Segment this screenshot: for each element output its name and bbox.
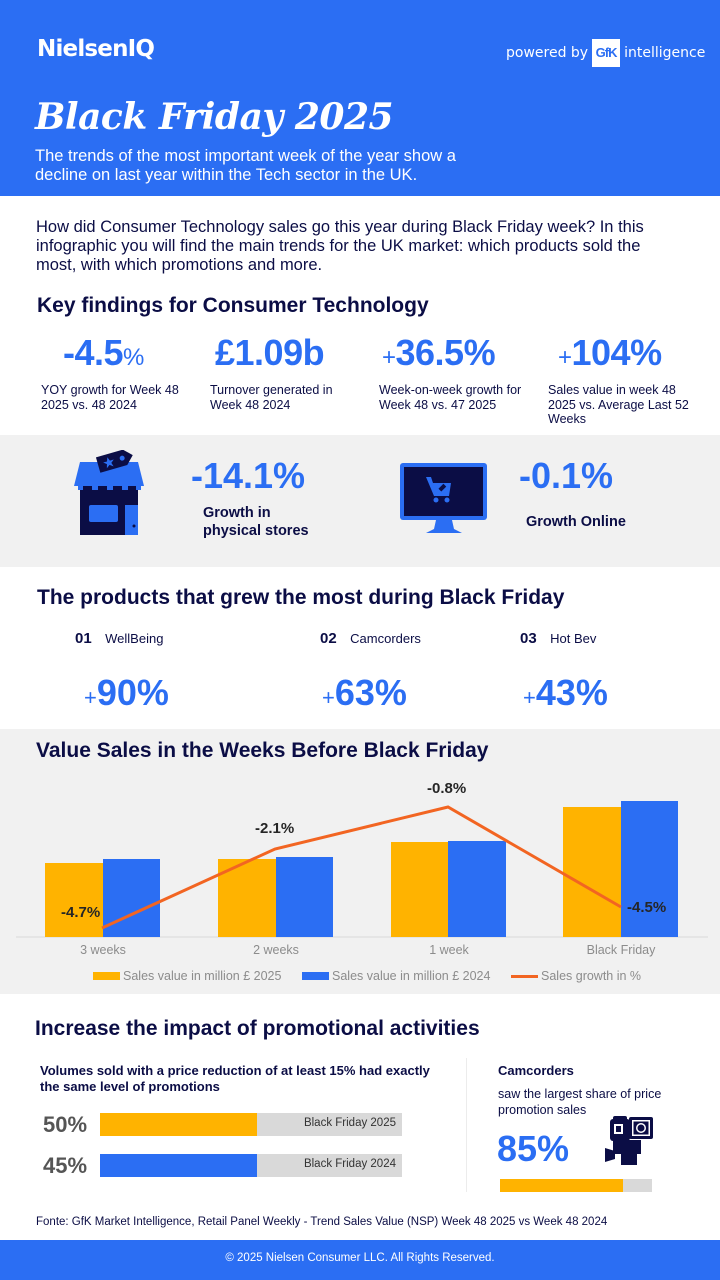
store-growth-value: -14.1% — [191, 455, 306, 496]
legend-2025: Sales value in million £ 2025 — [93, 969, 281, 983]
promo-bar-2024: Black Friday 2024 — [100, 1154, 402, 1177]
gfk-logo-icon: GfK — [592, 39, 621, 67]
legend-swatch — [302, 972, 329, 980]
kpi-value: 104% — [571, 332, 663, 373]
product-name: Camcorders — [350, 631, 421, 646]
kpi-label: Sales value in week 48 2025 vs. Average … — [548, 383, 689, 426]
kpi-label: Week-on-week growth for Week 48 vs. 47 2… — [379, 383, 522, 412]
legend-2024: Sales value in million £ 2024 — [302, 969, 490, 983]
key-findings-title: Key findings for Consumer Technology — [37, 294, 429, 317]
growth-label: -0.8% — [427, 780, 467, 797]
powered-by-prefix: powered by — [506, 45, 589, 61]
kpi-label: YOY growth for Week 48 2025 vs. 48 2024 — [41, 383, 179, 412]
promo-pct-2025: 50% — [43, 1112, 88, 1137]
product-item-1: 01 WellBeing — [75, 630, 163, 648]
sales-chart — [16, 801, 708, 938]
intro-text: How did Consumer Technology sales go thi… — [36, 218, 644, 274]
product-growth: +43% — [523, 672, 608, 713]
kpi-turnover: £1.09b — [215, 332, 325, 374]
monitor-cart-icon — [400, 463, 487, 533]
growth-label: -2.1% — [255, 820, 295, 837]
highlight-bar-fill — [500, 1179, 624, 1192]
product-item-3: 03 Hot Bev — [520, 630, 596, 648]
legend-swatch — [93, 972, 120, 980]
nielseniq-logo: NielsenIQ — [37, 36, 155, 62]
highlight-value: 85% — [497, 1128, 570, 1169]
store-icon — [74, 450, 144, 535]
camcorder-icon — [605, 1116, 653, 1165]
promo-bar-fill — [100, 1113, 258, 1136]
promo-divider — [466, 1058, 467, 1192]
kpi-week-on-week: +36.5% — [382, 332, 496, 373]
powered-by-suffix: intelligence — [624, 45, 706, 61]
legend-swatch — [511, 974, 538, 978]
kpi-vs-average: +104% — [558, 332, 663, 373]
legend-growth: Sales growth in % — [511, 969, 641, 983]
chart-title: Value Sales in the Weeks Before Black Fr… — [36, 739, 489, 762]
header-banner — [0, 0, 720, 196]
product-name: Hot Bev — [550, 631, 597, 646]
products-title: The products that grew the most during B… — [37, 586, 565, 609]
growth-label: -4.5% — [627, 899, 667, 916]
product-growth: +90% — [84, 672, 169, 713]
page-title: Black Friday 2025 — [35, 96, 394, 138]
promo-title: Increase the impact of promotional activ… — [35, 1017, 480, 1040]
kpi-value: £1.09b — [215, 332, 325, 373]
x-tick: 3 weeks — [80, 943, 126, 957]
promo-pct-2024: 45% — [43, 1153, 88, 1178]
x-tick: 1 week — [429, 943, 469, 957]
online-growth-label: Growth Online — [526, 514, 626, 530]
kpi-value: -4.5 — [63, 332, 124, 373]
highlight-bar — [500, 1179, 652, 1192]
promo-bar-2025: Black Friday 2025 — [100, 1113, 402, 1136]
product-rank: 02 — [320, 630, 337, 647]
kpi-yoy: -4.5% — [63, 332, 144, 373]
product-item-2: 02 Camcorders — [320, 630, 421, 648]
product-name: WellBeing — [105, 631, 164, 646]
x-tick: 2 weeks — [253, 943, 299, 957]
product-growth: +63% — [322, 672, 407, 713]
online-growth-value: -0.1% — [519, 455, 614, 496]
kpi-label: Turnover generated in Week 48 2024 — [210, 383, 333, 412]
source-note: Fonte: GfK Market Intelligence, Retail P… — [36, 1216, 608, 1228]
product-rank: 03 — [520, 630, 537, 647]
promo-bar-fill — [100, 1154, 258, 1177]
highlight-text: saw the largest share of price promotion… — [498, 1087, 662, 1117]
growth-label: -4.7% — [61, 904, 101, 921]
promo-subtitle: Volumes sold with a price reduction of a… — [40, 1063, 430, 1094]
footer-copyright: © 2025 Nielsen Consumer LLC. All Rights … — [0, 1240, 720, 1280]
highlight-category: Camcorders — [498, 1063, 574, 1078]
x-tick: Black Friday — [586, 943, 656, 957]
page-subtitle: The trends of the most important week of… — [35, 147, 456, 184]
kpi-value: 36.5% — [395, 332, 496, 373]
store-growth-label: Growth in physical stores — [203, 505, 309, 539]
product-rank: 01 — [75, 630, 92, 647]
powered-by-gfk: powered by GfK intelligence — [506, 39, 705, 67]
